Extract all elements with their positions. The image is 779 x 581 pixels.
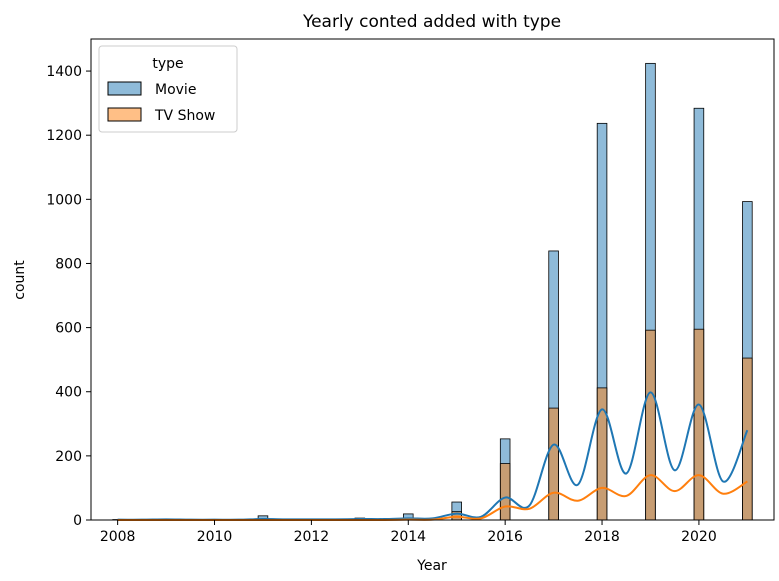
y-axis-label: count xyxy=(12,260,28,300)
bar-tv-show-2019 xyxy=(645,329,656,521)
x-tick-label-2014: 2014 xyxy=(390,529,426,545)
x-tick-label-2018: 2018 xyxy=(584,529,620,545)
bar-tv-show-2016 xyxy=(499,463,511,521)
y-tick-label-1000: 1000 xyxy=(46,192,82,208)
bar-tv-show-2020 xyxy=(693,328,705,521)
y-tick-label-1400: 1400 xyxy=(46,64,82,80)
bar-tv-show-2017 xyxy=(548,407,559,521)
x-tick-label-2020: 2020 xyxy=(681,529,717,545)
y-tick-label-200: 200 xyxy=(55,449,82,465)
legend-label-movie: Movie xyxy=(155,82,196,98)
bar-tv-show-2018 xyxy=(596,387,608,521)
x-tick-label-2010: 2010 xyxy=(197,529,233,545)
y-tick-label-600: 600 xyxy=(55,321,82,337)
x-tick-label-2008: 2008 xyxy=(100,529,136,545)
x-axis-label: Year xyxy=(416,558,447,574)
legend-swatch-movie xyxy=(107,81,142,96)
plot-area-frame xyxy=(90,38,775,521)
x-tick-label-2016: 2016 xyxy=(487,529,523,545)
y-tick-label-400: 400 xyxy=(55,385,82,401)
legend-swatch-tv-show xyxy=(107,107,142,122)
x-axis: 2008 2010 2012 2014 2016 2018 2020 xyxy=(100,520,717,545)
y-tick-label-800: 800 xyxy=(55,256,82,272)
chart-title: Yearly conted added with type xyxy=(302,12,561,32)
legend-label-tv-show: TV Show xyxy=(154,108,215,124)
legend: type Movie TV Show xyxy=(98,45,238,133)
y-tick-label-1200: 1200 xyxy=(46,128,82,144)
x-tick-label-2012: 2012 xyxy=(294,529,330,545)
y-axis: 0 200 400 600 800 1000 1200 1400 xyxy=(46,64,91,529)
y-tick-label-0: 0 xyxy=(73,513,82,529)
legend-title: type xyxy=(152,56,183,72)
tv-show-bars xyxy=(112,328,753,521)
